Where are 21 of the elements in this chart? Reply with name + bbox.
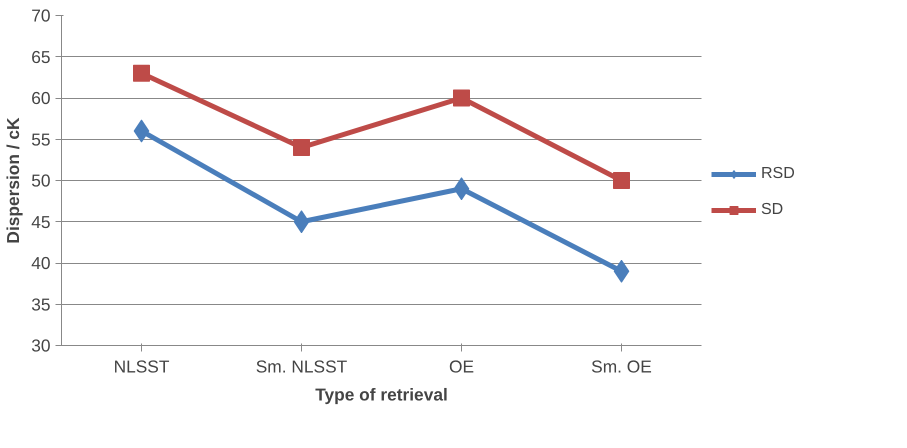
y-tick-label: 35: [31, 294, 51, 314]
y-tick-label: 50: [31, 170, 51, 190]
y-tick-label: 45: [31, 212, 51, 232]
x-tick-label: Sm. NLSST: [256, 356, 348, 376]
y-tick-label: 55: [31, 129, 51, 150]
legend-label: SD: [761, 200, 784, 218]
y-tick-label: 70: [31, 6, 51, 26]
point: [133, 64, 150, 82]
y-tick-label: 30: [31, 336, 51, 356]
legend-label: RSD: [761, 164, 795, 182]
x-tick-label: Sm. OE: [591, 356, 652, 376]
y-tick-label: 65: [31, 46, 51, 67]
point: [453, 90, 470, 106]
y-tick-label: 60: [31, 88, 51, 108]
y-axis-title: Dispersion / cK: [3, 116, 24, 244]
y-tick-label: 40: [31, 253, 51, 273]
point: [613, 172, 630, 189]
x-axis-title: Type of retrieval: [315, 384, 448, 404]
x-tick-label: OE: [448, 356, 474, 376]
x-tick-label: NLSST: [114, 356, 170, 376]
point: [293, 139, 310, 156]
